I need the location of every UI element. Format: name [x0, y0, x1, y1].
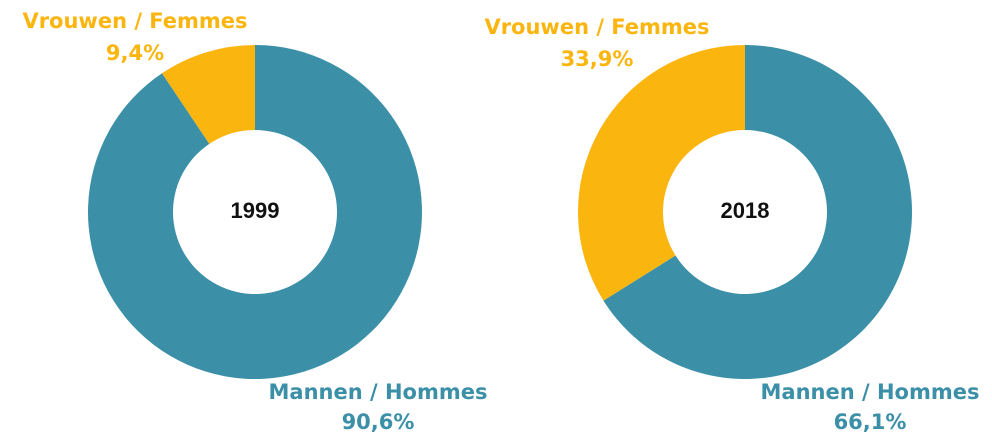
slice-label: Mannen / Hommes	[761, 380, 980, 404]
slice-value-label: 33,9%	[561, 47, 634, 71]
slice-value-label: 66,1%	[834, 410, 907, 434]
donut-slice	[87, 45, 422, 379]
slice-label: Vrouwen / Femmes	[484, 15, 709, 39]
slice-value-label: 90,6%	[342, 410, 415, 434]
center-label: 2018	[721, 198, 770, 223]
donut-slice	[603, 45, 913, 380]
slice-value-label: 9,4%	[106, 41, 164, 65]
donut-slice	[578, 45, 745, 301]
donut-slice	[162, 44, 255, 144]
slice-label: Vrouwen / Femmes	[22, 9, 247, 33]
center-label: 1999	[231, 198, 280, 223]
slice-label: Mannen / Hommes	[269, 380, 488, 404]
